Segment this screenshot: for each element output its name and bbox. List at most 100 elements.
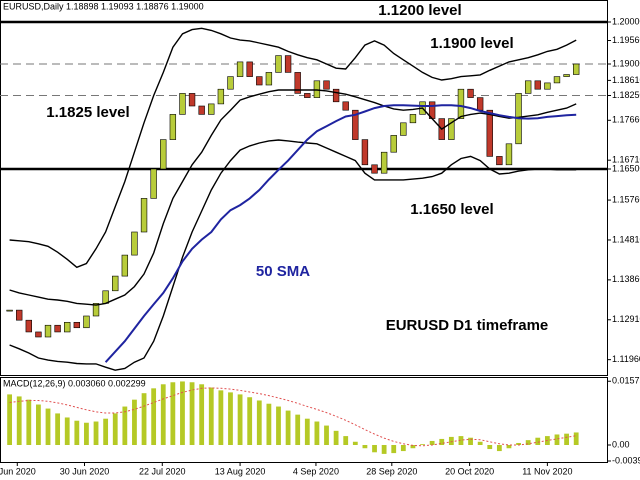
macd-bar — [535, 437, 541, 445]
macd-bar — [343, 436, 349, 445]
candle — [256, 76, 263, 86]
macd-bar — [496, 445, 502, 452]
candle — [563, 74, 570, 77]
candle — [304, 93, 311, 98]
candle — [448, 118, 455, 140]
candle — [140, 198, 148, 233]
macd-bar — [256, 400, 262, 445]
macd-bar — [525, 440, 531, 445]
candle — [361, 139, 369, 166]
x-tick-label: 20 Oct 2020 — [445, 466, 494, 476]
macd-bar — [103, 418, 109, 445]
candle — [524, 80, 532, 94]
macd-bar — [516, 442, 521, 445]
candle — [486, 109, 493, 157]
y-tick-label: 1.13860 — [612, 274, 640, 284]
candle — [553, 76, 561, 84]
y-tick-label: 1.17660 — [612, 115, 640, 125]
y-tick-label: 1.18250 — [612, 90, 640, 100]
candle — [544, 82, 551, 90]
macd-bar — [410, 445, 416, 449]
macd-bar — [208, 387, 214, 445]
candle — [73, 321, 81, 329]
y-tick-label: 1.16500 — [612, 163, 640, 173]
indicator-line — [104, 104, 577, 363]
macd-bar — [45, 408, 51, 445]
macd-bar — [151, 388, 157, 445]
candle — [150, 168, 157, 199]
x-tick-label: 22 Jul 2020 — [139, 466, 186, 476]
macd-bar — [554, 434, 560, 445]
macd-bar — [16, 396, 22, 445]
macd-bar — [564, 433, 569, 445]
macd-bar — [295, 414, 301, 445]
macd-bar — [189, 382, 195, 445]
candle — [467, 88, 474, 98]
macd-bar — [180, 381, 185, 445]
annotation: 50 SMA — [256, 263, 310, 280]
macd-bar — [122, 406, 128, 445]
price-header: EURUSD,Daily 1.18898 1.19093 1.18876 1.1… — [3, 1, 204, 11]
candle — [380, 151, 388, 174]
candle — [496, 156, 503, 166]
y-tick-label: 0.01575 — [612, 376, 640, 386]
annotation: 1.1650 level — [410, 201, 493, 218]
macd-bar — [199, 384, 205, 445]
y-tick-label: 1.15760 — [612, 194, 640, 204]
y-tick-label: 1.20000 — [612, 16, 640, 26]
candle — [217, 88, 225, 105]
macd-bar — [55, 413, 61, 445]
candle — [6, 309, 13, 312]
candle — [265, 72, 273, 86]
candle — [35, 331, 42, 338]
indicator-line — [9, 89, 577, 306]
candle — [44, 324, 52, 338]
macd-bar — [506, 445, 512, 449]
candle — [371, 164, 378, 174]
macd-bar — [228, 392, 233, 445]
candle — [246, 61, 253, 77]
annotation: 1.1825 level — [46, 104, 129, 121]
candle — [505, 143, 513, 166]
candle — [131, 231, 138, 256]
macd-bar — [84, 422, 89, 445]
macd-bar — [266, 403, 272, 445]
candle — [64, 321, 71, 333]
macd-bar — [391, 445, 397, 454]
x-tick-label: 11 Nov 2020 — [522, 466, 572, 476]
macd-bar — [141, 393, 147, 445]
price-frame — [0, 0, 608, 376]
macd-bar — [247, 397, 253, 445]
signal-line — [9, 387, 577, 447]
candle — [121, 254, 129, 277]
y-tick-label: 1.16710 — [612, 155, 640, 165]
macd-bar — [93, 421, 99, 445]
candle — [323, 80, 330, 90]
candle — [284, 55, 292, 73]
candle — [25, 319, 32, 333]
annotation: EURUSD D1 timeframe — [386, 317, 549, 334]
candle — [457, 88, 465, 119]
macd-frame — [0, 377, 608, 463]
macd-bar — [218, 390, 224, 445]
indicator-line — [9, 139, 577, 371]
candle — [294, 72, 301, 94]
macd-bar — [237, 394, 243, 445]
macd-bar — [324, 425, 329, 445]
candle — [160, 139, 167, 170]
candle — [342, 101, 349, 111]
macd-bar — [573, 432, 579, 445]
annotation: 1.1900 level — [430, 35, 513, 52]
candle — [102, 290, 109, 304]
macd-bar — [362, 445, 368, 449]
macd-bar — [468, 437, 473, 445]
candle — [227, 76, 234, 90]
macd-bar — [74, 420, 80, 445]
candle — [400, 122, 407, 136]
candle — [188, 93, 196, 107]
macd-bar — [420, 444, 425, 445]
macd-bar — [132, 399, 137, 445]
annotation: 1.1200 level — [378, 2, 461, 19]
macd-bar — [26, 399, 32, 445]
